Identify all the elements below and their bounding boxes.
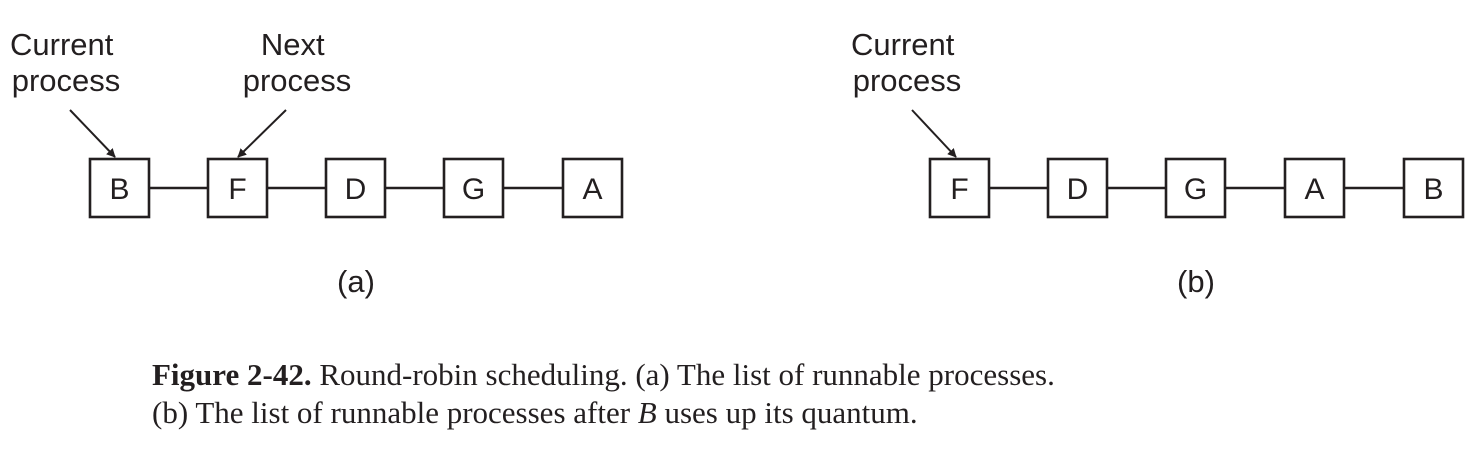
- process-box-a-4: G: [442, 157, 505, 219]
- caption-line-2-before: (b) The list of runnable processes after: [152, 395, 638, 430]
- svg-text:D: D: [345, 173, 367, 206]
- next-process-label-a: Next process: [243, 27, 352, 98]
- caption-line-1: Round-robin scheduling. (a) The list of …: [319, 357, 1055, 392]
- svg-text:G: G: [462, 173, 485, 206]
- figure-number: Figure 2-42.: [152, 357, 312, 392]
- current-process-arrow-a: [69, 109, 116, 158]
- svg-text:B: B: [1423, 173, 1443, 206]
- current-process-label-a: Current process: [10, 27, 122, 98]
- process-box-a-5: A: [561, 157, 624, 219]
- figure-caption: Figure 2-42. Round-robin scheduling. (a)…: [152, 356, 1055, 432]
- process-box-b-2: D: [1046, 157, 1109, 219]
- next-process-arrow-a: [237, 109, 287, 158]
- svg-text:A: A: [582, 173, 602, 206]
- caption-line-2-after: uses up its quantum.: [656, 395, 918, 430]
- svg-text:G: G: [1184, 173, 1207, 206]
- svg-text:F: F: [228, 173, 246, 206]
- diagram-a: Current process Next process B F D: [10, 27, 624, 299]
- process-box-b-5: B: [1402, 157, 1465, 219]
- process-box-a-3: D: [324, 157, 387, 219]
- svg-text:A: A: [1304, 173, 1324, 206]
- diagram-b: Current process F D G A B (b): [851, 27, 1465, 299]
- caption-line-2-italic: B: [637, 395, 657, 430]
- svg-text:F: F: [950, 173, 968, 206]
- sublabel-b: (b): [1177, 264, 1215, 299]
- svg-text:D: D: [1067, 173, 1089, 206]
- process-box-b-3: G: [1164, 157, 1227, 219]
- process-box-b-4: A: [1283, 157, 1346, 219]
- current-process-arrow-b: [911, 109, 957, 158]
- process-box-a-1: B: [88, 157, 151, 219]
- sublabel-a: (a): [337, 264, 375, 299]
- process-box-b-1: F: [928, 157, 991, 219]
- process-box-a-2: F: [206, 157, 269, 219]
- current-process-label-b: Current process: [851, 27, 963, 98]
- svg-text:B: B: [109, 173, 129, 206]
